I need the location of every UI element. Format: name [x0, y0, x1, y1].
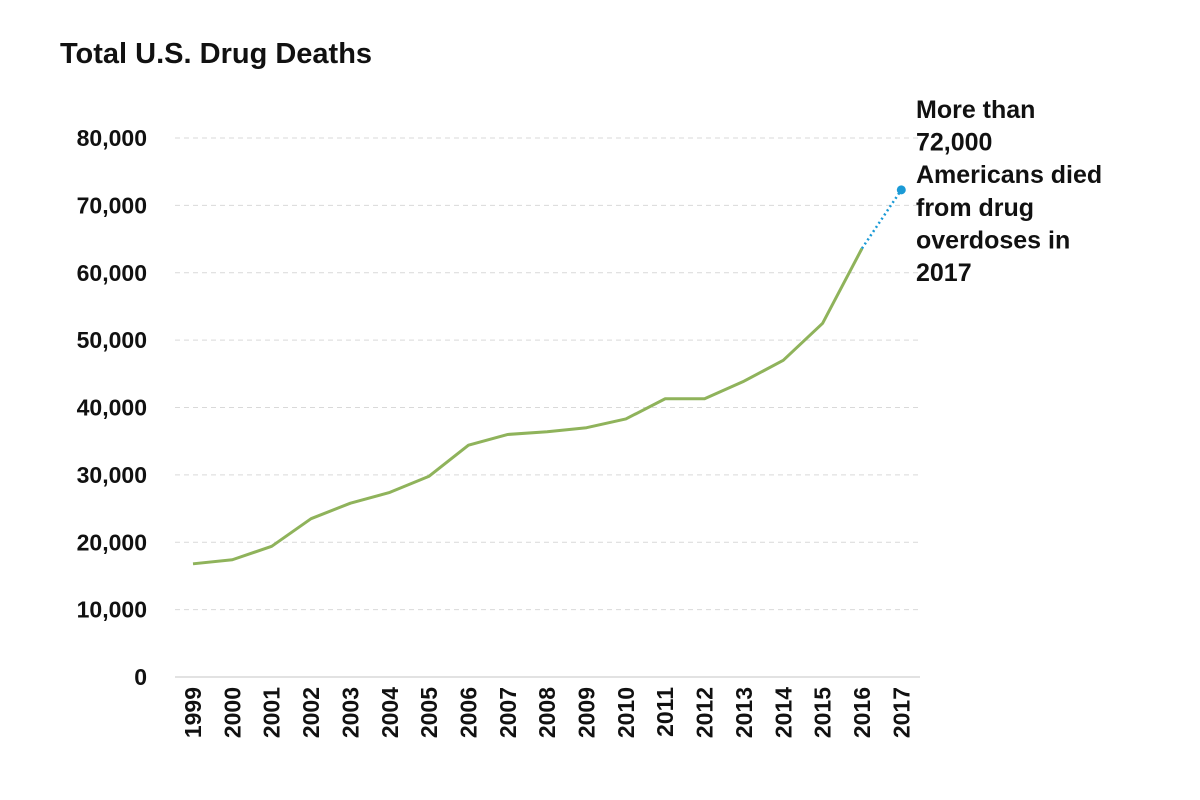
x-tick-label: 2004: [377, 687, 403, 738]
x-tick-label: 2002: [298, 687, 324, 738]
annotation-line: 72,000: [916, 129, 992, 157]
projection-line: [860, 189, 903, 250]
x-tick-label: 2012: [692, 687, 718, 738]
gridlines: [175, 137, 920, 611]
x-tick-label: 2000: [219, 687, 245, 738]
end-point-marker: [896, 185, 906, 195]
x-tick-label: 1999: [180, 687, 206, 738]
annotation-line: 2017: [916, 259, 972, 287]
x-tick-label: 2013: [731, 687, 757, 738]
series-line: [192, 247, 864, 566]
x-tick-label: 2009: [574, 687, 600, 738]
y-tick-label: 40,000: [77, 395, 147, 421]
annotation-line: Americans died: [916, 161, 1102, 189]
x-tick-label: 2008: [534, 687, 560, 738]
x-tick-label: 2007: [495, 687, 521, 738]
annotation-line: from drug: [916, 194, 1034, 222]
x-tick-label: 2003: [337, 687, 363, 738]
y-tick-label: 60,000: [77, 260, 147, 286]
x-tick-label: 2017: [888, 687, 914, 738]
chart-title: Total U.S. Drug Deaths: [60, 38, 373, 70]
annotation: More than 72,000 Americans died from drug ov…: [916, 96, 1102, 287]
y-tick-label: 30,000: [77, 462, 147, 488]
x-tick-label: 2010: [613, 687, 639, 738]
annotation-line: More than: [916, 96, 1035, 124]
y-tick-label: 10,000: [77, 597, 147, 623]
y-tick-label: 50,000: [77, 327, 147, 353]
annotation-text: More than 72,000 Americans died from drug ov…: [916, 96, 1102, 287]
x-tick-label: 2006: [455, 687, 481, 738]
x-tick-label: 2014: [770, 687, 796, 738]
x-axis: 1999 2000 2001 2002 2003 2004 2005 2006 2007 2008…: [175, 676, 920, 738]
x-tick-label: 2011: [652, 687, 678, 737]
x-tick-label: 2001: [259, 687, 285, 738]
x-tick-label: 2016: [849, 687, 875, 738]
annotation-line: overdoses in: [916, 226, 1070, 254]
x-tick-label: 2005: [416, 687, 442, 738]
y-tick-label: 0: [134, 664, 147, 690]
y-tick-label: 80,000: [77, 125, 147, 151]
x-tick-label: 2015: [810, 687, 836, 738]
y-axis: 0 10,000 20,000 30,000 40,000 50,000 60,000 70,…: [77, 125, 147, 690]
series-lines: [192, 185, 906, 566]
y-tick-label: 70,000: [77, 192, 147, 218]
y-tick-label: 20,000: [77, 529, 147, 555]
